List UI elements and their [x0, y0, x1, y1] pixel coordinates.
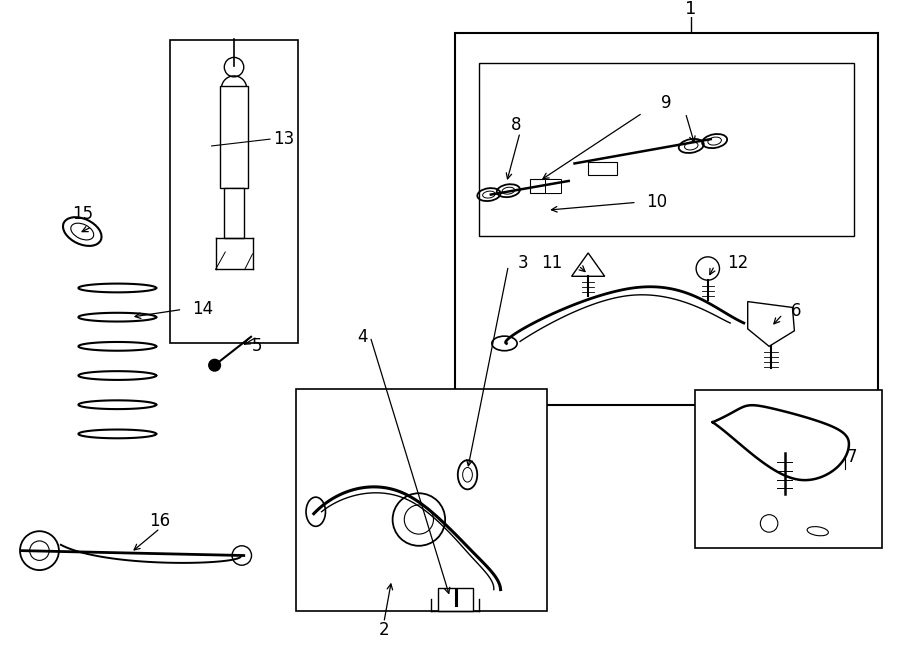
Text: 5: 5 [252, 337, 263, 356]
Bar [545, 179, 561, 192]
Text: 13: 13 [273, 130, 294, 148]
Bar [224, 188, 244, 239]
Text: 10: 10 [646, 194, 668, 212]
Text: 1: 1 [685, 0, 697, 18]
Text: 8: 8 [511, 116, 521, 134]
Bar [695, 390, 882, 548]
Bar [530, 179, 559, 192]
Bar [588, 161, 617, 175]
Text: 3: 3 [518, 254, 528, 272]
Circle shape [209, 360, 220, 371]
Text: 7: 7 [847, 448, 858, 466]
Bar [479, 63, 854, 237]
Bar [296, 389, 547, 611]
Bar [220, 86, 248, 188]
Text: 9: 9 [661, 94, 671, 112]
Bar [454, 33, 878, 405]
Text: 2: 2 [379, 621, 389, 639]
Text: 15: 15 [72, 205, 93, 223]
Bar [170, 40, 298, 344]
Text: 12: 12 [727, 254, 749, 272]
Text: 4: 4 [357, 328, 368, 346]
Text: 14: 14 [193, 300, 213, 319]
Text: 6: 6 [790, 302, 801, 321]
Text: 11: 11 [541, 254, 562, 272]
Bar [438, 588, 473, 611]
Text: 16: 16 [149, 512, 171, 531]
